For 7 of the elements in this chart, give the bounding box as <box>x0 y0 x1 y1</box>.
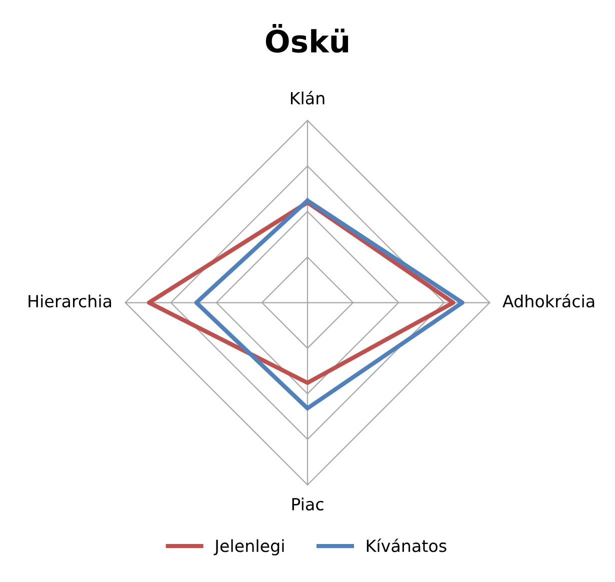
spoke-label: Klán <box>290 90 324 104</box>
spoke-label: Adhokrácia <box>502 294 594 308</box>
spoke-label: Piac <box>292 498 324 510</box>
legend-label: Kívánatos <box>366 538 446 552</box>
spoke-label: Hierarchia <box>28 294 112 308</box>
chart-title: Öskü <box>266 24 348 53</box>
legend-label: Jelenlegi <box>214 539 284 556</box>
